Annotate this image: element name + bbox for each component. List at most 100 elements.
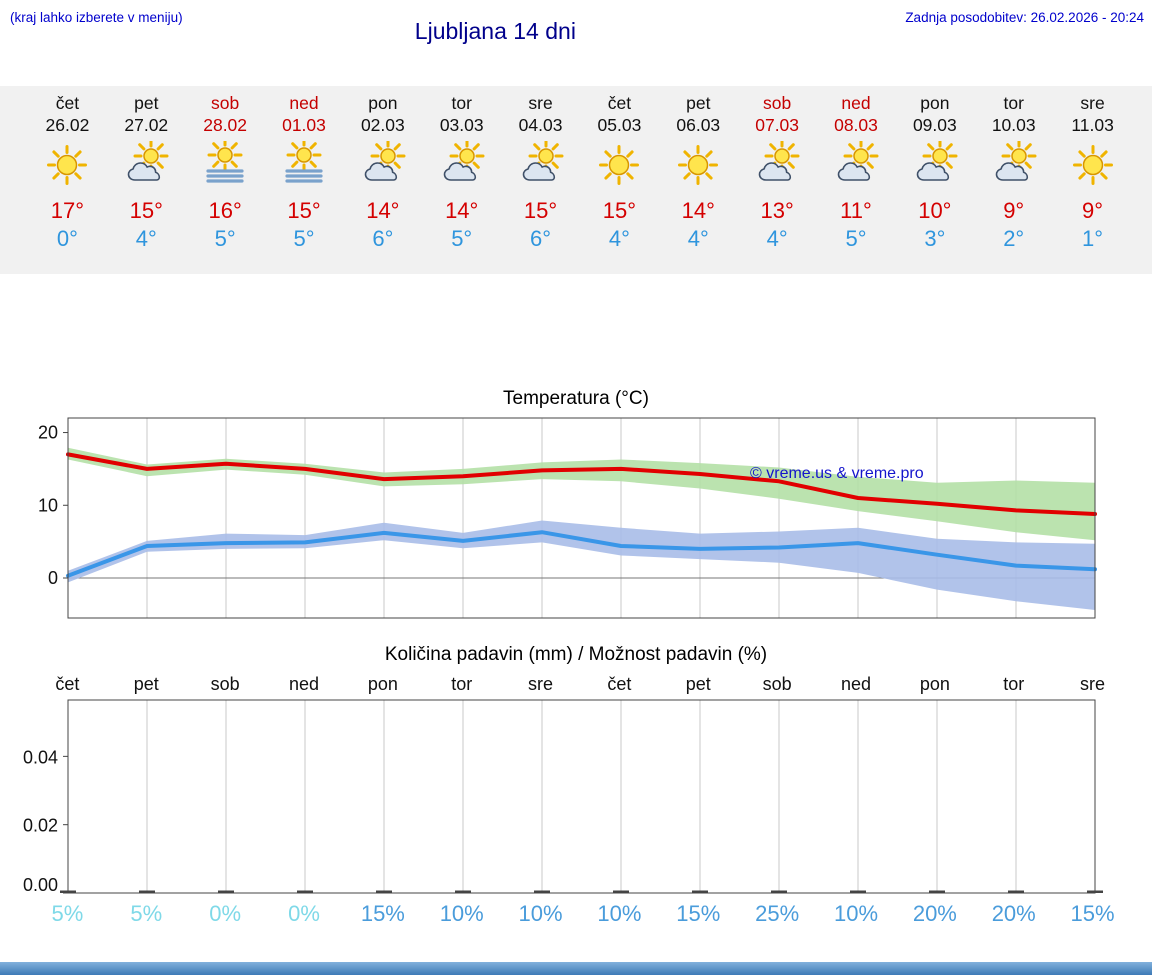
- day-name: ned: [841, 93, 871, 113]
- precip-probability: 5%: [130, 901, 163, 926]
- sun-glyph: [47, 145, 88, 185]
- day-date: 02.03: [360, 115, 405, 135]
- forecast-strip: čet 26.02 17° 0° pet 27.02 15° 4° sob 28.02 16° 5° n…: [0, 86, 1152, 274]
- day-name: čet: [55, 93, 80, 113]
- day-name: pon: [368, 93, 398, 113]
- day-name: sob: [763, 93, 792, 113]
- temperature-chart: 0 10 20 © vreme.us & vreme.pro: [38, 417, 1097, 619]
- day-name: pon: [920, 93, 950, 113]
- high-temp: 9°: [1082, 198, 1104, 223]
- low-temp: 3°: [924, 226, 946, 251]
- sun-icon: [28, 138, 107, 190]
- day-date: 01.03: [282, 115, 326, 135]
- low-temp: 1°: [1082, 226, 1104, 251]
- watermark-link[interactable]: © vreme.us & vreme.pro: [750, 465, 924, 482]
- high-temp: 15°: [523, 198, 558, 223]
- precip-day-label: sre: [1080, 674, 1106, 694]
- precip-bar: [218, 890, 234, 893]
- precip-day-label: pet: [133, 674, 159, 694]
- precip-probability: 20%: [991, 901, 1036, 926]
- low-temp: 5°: [451, 226, 473, 251]
- precip-day-labels: čet pet sob ned pon tor sre čet pet sob ned pon tor s…: [28, 674, 1132, 695]
- sun-fog-icon: [265, 138, 344, 190]
- sun-cloud-icon: [817, 138, 896, 190]
- low-temp: 4°: [766, 226, 788, 251]
- sun-icon: [580, 138, 659, 190]
- sun-glyph: [1072, 145, 1113, 185]
- precipitation-chart: 0.00 0.02 0.04: [23, 699, 1103, 895]
- day-date: 07.03: [755, 115, 800, 135]
- sun-icon: [659, 138, 738, 190]
- y-tick-label: 0.02: [23, 816, 58, 836]
- precip-day-label: pet: [685, 674, 711, 694]
- location-menu-hint: (kraj lahko izberete v meniju): [10, 10, 183, 25]
- footer-bar: [0, 962, 1152, 975]
- day-date: 05.03: [597, 115, 642, 135]
- day-name: sob: [211, 93, 240, 113]
- forecast-day-column: sob 28.02 16° 5°: [186, 92, 265, 252]
- precip-probability: 5%: [51, 901, 84, 926]
- forecast-day-column: sre 11.03 9° 1°: [1053, 92, 1132, 252]
- sun-cloud-icon: [738, 138, 817, 190]
- day-name: tor: [1003, 93, 1024, 113]
- precip-day-label: sob: [210, 674, 240, 694]
- sun-icon: [1053, 138, 1132, 190]
- day-date: 04.03: [518, 115, 563, 135]
- precip-day-label: čet: [55, 674, 80, 694]
- precipitation-chart-title: Količina padavin (mm) / Možnost padavin …: [384, 644, 768, 665]
- precip-probability: 0%: [288, 901, 320, 926]
- low-temp: 6°: [530, 226, 552, 251]
- low-temp: 4°: [608, 226, 630, 251]
- low-temp: 4°: [135, 226, 157, 251]
- sun-cloud-icon: [422, 138, 501, 190]
- day-name: pet: [686, 93, 711, 113]
- forecast-day-column: pon 02.03 14° 6°: [343, 92, 422, 252]
- y-tick-label: 0.00: [23, 875, 58, 895]
- high-temp: 10°: [918, 198, 952, 223]
- day-date: 26.02: [45, 115, 90, 135]
- sun-fog-glyph: [206, 141, 244, 183]
- precip-day-label: ned: [840, 674, 872, 694]
- precip-bar: [929, 890, 945, 893]
- precip-day-label: ned: [288, 674, 320, 694]
- day-date: 08.03: [834, 115, 878, 135]
- precip-bar: [297, 890, 313, 893]
- sun-cloud-icon: [974, 138, 1053, 190]
- precip-probability: 10%: [597, 901, 642, 926]
- day-date: 10.03: [991, 115, 1036, 135]
- high-temp: 17°: [50, 198, 85, 223]
- precip-bar: [771, 890, 787, 893]
- sun-cloud-glyph: [837, 141, 879, 181]
- high-temp: 15°: [287, 198, 321, 223]
- sun-cloud-icon: [895, 138, 974, 190]
- temp-chart-border: [67, 417, 1096, 619]
- min-temp-line: [66, 530, 1097, 578]
- forecast-day-column: tor 10.03 9° 2°: [974, 92, 1053, 252]
- precip-chart-border: [67, 699, 1096, 894]
- y-tick-label: 20: [38, 423, 58, 443]
- precip-day-label: tor: [1003, 674, 1025, 694]
- precip-probability: 0%: [209, 901, 242, 926]
- sun-cloud-glyph: [995, 141, 1037, 181]
- day-date: 03.03: [439, 115, 484, 135]
- sun-glyph: [678, 145, 719, 185]
- sun-fog-glyph: [285, 141, 323, 183]
- sun-cloud-glyph: [916, 141, 958, 181]
- high-temp: 14°: [681, 198, 715, 223]
- low-temp: 0°: [56, 226, 78, 251]
- precip-day-label: čet: [607, 674, 632, 694]
- precip-bar: [455, 890, 471, 893]
- sun-cloud-icon: [107, 138, 186, 190]
- precip-probability: 15%: [360, 901, 405, 926]
- sun-cloud-glyph: [364, 141, 406, 181]
- precip-day-label: pon: [919, 674, 950, 694]
- y-tick-label: 0.04: [23, 747, 58, 767]
- precip-day-label: pon: [367, 674, 398, 694]
- day-date: 09.03: [912, 115, 957, 135]
- day-name: čet: [607, 93, 632, 113]
- day-name: sre: [528, 93, 553, 113]
- precip-probability: 10%: [518, 901, 563, 926]
- low-temp: 5°: [214, 226, 236, 251]
- sun-cloud-glyph: [127, 141, 169, 181]
